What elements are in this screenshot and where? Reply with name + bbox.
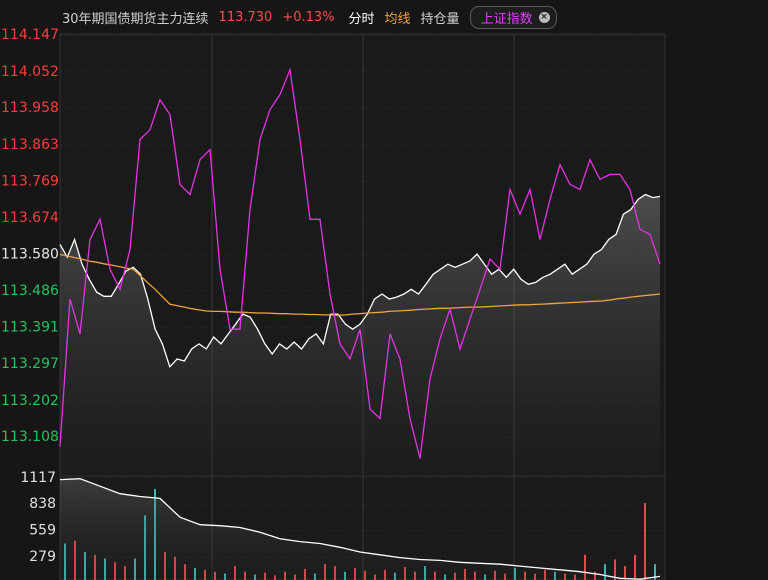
y-tick-label: 838 <box>29 496 56 512</box>
volume-bar <box>584 554 586 580</box>
y-tick-label: 113.580 <box>1 247 59 263</box>
volume-bar <box>624 566 626 580</box>
price-change: +0.13% <box>282 9 335 25</box>
instrument-title: 30年期国债期货主力连续 <box>62 11 209 27</box>
volume-bar <box>654 564 656 580</box>
y-tick-label: 113.674 <box>1 210 59 226</box>
y-tick-label: 113.391 <box>1 320 59 336</box>
last-price: 113.730 <box>218 9 273 25</box>
index-tag-label: 上证指数 <box>480 11 533 27</box>
volume-bar <box>614 559 616 580</box>
tab[interactable]: 均线 <box>384 11 411 27</box>
volume-bar <box>604 564 606 580</box>
volume-bar <box>634 554 636 580</box>
y-tick-label: 113.108 <box>1 429 59 445</box>
line <box>59 67 661 459</box>
volume-bar <box>644 503 646 580</box>
y-tick-label: 114.052 <box>1 64 59 80</box>
header: 30年期国债期货主力连续 113.730 +0.13% 分时 均线 持仓量 上证… <box>0 0 768 34</box>
y-tick-label: 113.769 <box>1 173 59 189</box>
line <box>59 253 661 316</box>
y-tick-label: 559 <box>29 522 56 538</box>
line <box>59 478 661 580</box>
tab[interactable]: 持仓量 <box>420 11 460 27</box>
tab[interactable]: 分时 <box>348 11 375 27</box>
y-tick-label: 279 <box>29 549 56 565</box>
y-tick-label: 113.958 <box>1 100 59 116</box>
area <box>60 478 660 580</box>
y-tick-label: 113.202 <box>1 393 59 409</box>
y-tick-label: 114.147 <box>1 27 59 43</box>
line <box>59 193 661 369</box>
y-tick-label: 1117 <box>20 470 56 486</box>
y-tick-label: 113.297 <box>1 356 59 372</box>
close-icon[interactable]: × <box>538 11 550 23</box>
index-overlay-tag[interactable]: 上证指数 × <box>469 5 557 29</box>
y-tick-label: 113.486 <box>1 283 59 299</box>
y-tick-label: 113.863 <box>1 137 59 153</box>
